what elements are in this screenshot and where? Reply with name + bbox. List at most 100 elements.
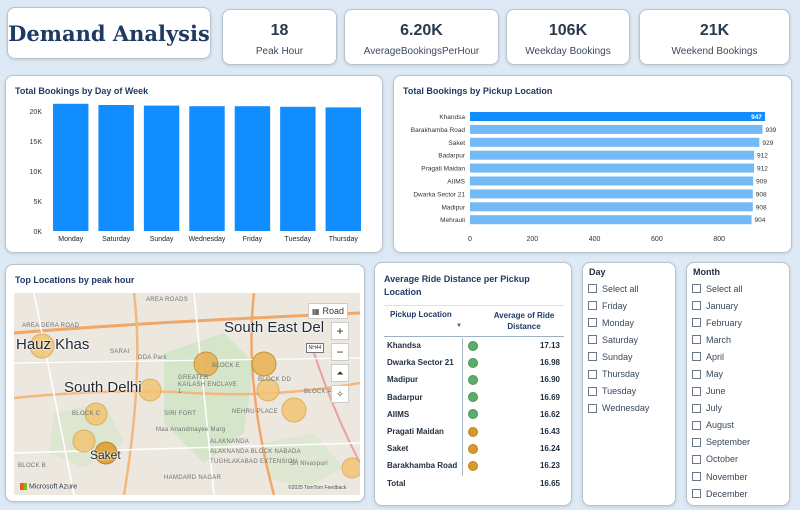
y-tick-label: 20K: [30, 109, 43, 116]
checkbox[interactable]: [588, 318, 597, 328]
pickup-location-chart-card[interactable]: Total Bookings by Pickup Location Khands…: [393, 75, 792, 253]
checkbox[interactable]: [692, 403, 701, 413]
zoom-in-button[interactable]: +: [331, 322, 349, 340]
day-option[interactable]: Wednesday: [588, 400, 649, 417]
table-row[interactable]: Dwarka Sector 21 16.98: [384, 354, 564, 371]
x-tick-label: 800: [713, 236, 725, 243]
kpi-card-avg-bookings: 6.20K AverageBookingsPerHour: [344, 9, 499, 65]
status-dot-icon: [468, 443, 478, 454]
checkbox[interactable]: [692, 472, 701, 482]
map-copyright[interactable]: ©2025 TomTom Feedback: [288, 485, 347, 491]
day-option[interactable]: Sunday: [588, 348, 649, 365]
table-row[interactable]: Badarpur 16.69: [384, 389, 564, 406]
month-option[interactable]: March: [692, 331, 750, 348]
map-view[interactable]: AREA ROADS SARAI DDA Park GREATER KAILAS…: [14, 293, 360, 495]
option-label: January: [706, 300, 739, 311]
bar: [470, 137, 760, 147]
data-label: 909: [756, 179, 767, 186]
month-option[interactable]: September: [692, 434, 750, 451]
checkbox[interactable]: [588, 352, 597, 362]
table-row[interactable]: Khandsa 17.13: [384, 337, 564, 354]
month-option[interactable]: December: [692, 485, 750, 502]
column-header-distance[interactable]: Average of Ride Distance: [493, 311, 555, 331]
month-option[interactable]: August: [692, 417, 750, 434]
map-style-button[interactable]: ▦ Road: [308, 303, 348, 319]
month-option[interactable]: October: [692, 451, 750, 468]
table-row[interactable]: AIIMS 16.62: [384, 406, 564, 423]
kpi-label: Weekend Bookings: [671, 46, 758, 57]
row-location: Saket: [387, 444, 409, 454]
row-value: 16.90: [539, 375, 560, 385]
ride-distance-table[interactable]: Pickup Location ▼ Average of Ride Distan…: [384, 305, 564, 492]
row-location: Barakhamba Road: [387, 461, 458, 471]
ride-distance-table-card[interactable]: Average Ride Distance per Pickup Locatio…: [374, 262, 572, 506]
bar: [470, 163, 755, 173]
sort-descending-icon[interactable]: ▼: [456, 323, 462, 329]
status-dot-icon: [468, 460, 478, 471]
tilt-icon[interactable]: ⏶: [331, 364, 349, 382]
map-label: NEHRU PLACE: [232, 409, 278, 415]
kpi-card-peak-hour: 18 Peak Hour: [222, 9, 337, 65]
table-row[interactable]: Barakhamba Road 16.23: [384, 457, 564, 474]
month-slicer[interactable]: Month Select all January February March Apri…: [686, 262, 790, 506]
map-label-saket: Saket: [90, 448, 121, 462]
table-title: Average Ride Distance per Pickup Locatio…: [384, 274, 530, 297]
day-slicer[interactable]: Day Select all Friday Monday Saturday Sunday…: [582, 262, 676, 506]
checkbox[interactable]: [692, 386, 701, 396]
checkbox[interactable]: [692, 420, 701, 430]
day-option[interactable]: Monday: [588, 314, 649, 331]
day-of-week-bar-chart[interactable]: 0K 5K 10K 15K 20K Monday Saturday Sunday Wednesd…: [6, 76, 384, 254]
day-option[interactable]: Thursday: [588, 365, 649, 382]
option-label: Saturday: [602, 334, 639, 345]
column-header-pickup[interactable]: Pickup Location ▼: [384, 306, 466, 329]
map-label: BLOCK C: [72, 411, 101, 417]
status-dot-icon: [468, 374, 478, 385]
title-card: Demand Analysis: [7, 7, 211, 59]
month-option[interactable]: May: [692, 365, 750, 382]
checkbox[interactable]: [692, 301, 701, 311]
option-label: June: [706, 386, 726, 397]
month-option[interactable]: April: [692, 348, 750, 365]
status-dot-icon: [468, 357, 478, 368]
row-value: 16.98: [539, 358, 560, 368]
checkbox[interactable]: [692, 318, 701, 328]
month-option[interactable]: June: [692, 383, 750, 400]
checkbox[interactable]: [588, 369, 597, 379]
checkbox[interactable]: [692, 369, 701, 379]
month-option[interactable]: November: [692, 468, 750, 485]
checkbox[interactable]: [692, 335, 701, 345]
month-option[interactable]: July: [692, 400, 750, 417]
table-row[interactable]: Madipur 16.90: [384, 371, 564, 388]
month-option[interactable]: January: [692, 297, 750, 314]
pickup-location-bar-chart[interactable]: Khandsa 947 Barakhamba Road 939 Saket 929 Bada…: [394, 76, 793, 254]
compass-icon[interactable]: ✧: [331, 385, 349, 403]
map-label: SARAI: [110, 349, 130, 355]
x-tick-label: Sunday: [150, 236, 174, 243]
day-option[interactable]: Saturday: [588, 331, 649, 348]
checkbox[interactable]: [588, 301, 597, 311]
x-tick-label: 400: [589, 236, 601, 243]
checkbox[interactable]: [692, 352, 701, 362]
checkbox[interactable]: [588, 403, 597, 413]
day-option[interactable]: Tuesday: [588, 383, 649, 400]
row-value: 16.43: [539, 427, 560, 437]
map-card[interactable]: Top Locations by peak hour: [5, 264, 365, 502]
checkbox[interactable]: [692, 489, 701, 499]
table-row[interactable]: Saket 16.24: [384, 440, 564, 457]
checkbox[interactable]: [588, 284, 597, 294]
zoom-out-button[interactable]: −: [331, 343, 349, 361]
checkbox[interactable]: [692, 454, 701, 464]
month-option[interactable]: February: [692, 314, 750, 331]
map-label-hauz-khas: Hauz Khas: [16, 336, 90, 353]
checkbox[interactable]: [692, 284, 701, 294]
y-tick-label: AIIMS: [447, 179, 465, 186]
day-of-week-chart-card[interactable]: Total Bookings by Day of Week 0K 5K 10K 15K…: [5, 75, 383, 253]
table-row[interactable]: Pragati Maidan 16.43: [384, 423, 564, 440]
kpi-label: Weekday Bookings: [525, 46, 611, 57]
day-option[interactable]: Select all: [588, 280, 649, 297]
day-option[interactable]: Friday: [588, 297, 649, 314]
checkbox[interactable]: [588, 386, 597, 396]
month-option[interactable]: Select all: [692, 280, 750, 297]
checkbox[interactable]: [588, 335, 597, 345]
checkbox[interactable]: [692, 437, 701, 447]
